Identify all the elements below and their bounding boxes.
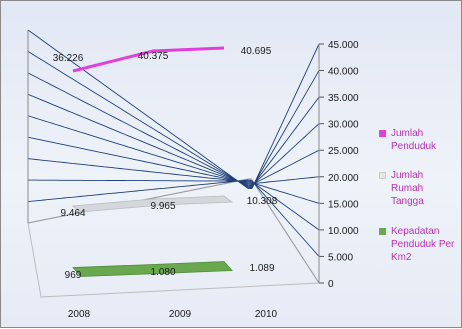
y-tick-label: 35.000 bbox=[328, 93, 359, 104]
series-ribbon-2 bbox=[71, 195, 234, 213]
gridline bbox=[27, 29, 320, 189]
data-label: 1.080 bbox=[150, 267, 175, 278]
gridline bbox=[27, 179, 320, 257]
data-label: 969 bbox=[65, 270, 82, 281]
data-label: 1.089 bbox=[249, 263, 274, 274]
x-tick-label: 2009 bbox=[169, 309, 192, 320]
y-tick-label: 45.000 bbox=[328, 40, 359, 51]
y-tick-label: 30.000 bbox=[328, 120, 359, 131]
legend-item-jumlah-penduduk: Jumlah Penduduk bbox=[379, 127, 459, 163]
legend-swatch bbox=[379, 130, 386, 137]
data-label: 10.308 bbox=[247, 196, 278, 207]
x-tick-label: 2010 bbox=[255, 309, 278, 320]
gridline bbox=[27, 51, 320, 188]
y-tick-label: 0 bbox=[328, 279, 334, 290]
y-tick-label: 10.000 bbox=[328, 226, 359, 237]
legend-item-jumlah-rumah-tangga: Jumlah Rumah Tangga bbox=[379, 169, 459, 217]
gridline bbox=[27, 178, 320, 284]
legend-label: Jumlah Rumah Tangga bbox=[391, 170, 424, 207]
data-label: 9.965 bbox=[150, 201, 175, 212]
data-label: 40.375 bbox=[138, 51, 169, 62]
legend-label: Kepadatan Penduduk Per Km2 bbox=[391, 226, 455, 263]
series-line-1 bbox=[72, 46, 225, 73]
gridline bbox=[27, 115, 320, 186]
legend-swatch bbox=[379, 228, 386, 235]
gridline bbox=[27, 136, 320, 185]
legend-swatch bbox=[379, 172, 386, 179]
data-label: 40.695 bbox=[241, 46, 272, 57]
series-ribbon-3 bbox=[72, 261, 233, 277]
data-label: 9.464 bbox=[60, 208, 85, 219]
y-tick-label: 5.000 bbox=[328, 252, 353, 263]
legend-label: Jumlah Penduduk bbox=[391, 128, 437, 152]
legend-item-kepadatan-penduduk: Kepadatan Penduduk Per Km2 bbox=[379, 225, 459, 273]
data-label: 36.226 bbox=[53, 53, 84, 64]
gridline bbox=[28, 179, 320, 231]
y-tick-label: 15.000 bbox=[328, 199, 359, 210]
y-tick-label: 40.000 bbox=[328, 67, 359, 78]
y-tick-label: 20.000 bbox=[328, 173, 359, 184]
gridline bbox=[27, 93, 320, 187]
gridline bbox=[27, 72, 320, 187]
x-tick-label: 2008 bbox=[68, 309, 91, 320]
gridline bbox=[27, 158, 320, 204]
y-tick-label: 25.000 bbox=[328, 146, 359, 157]
